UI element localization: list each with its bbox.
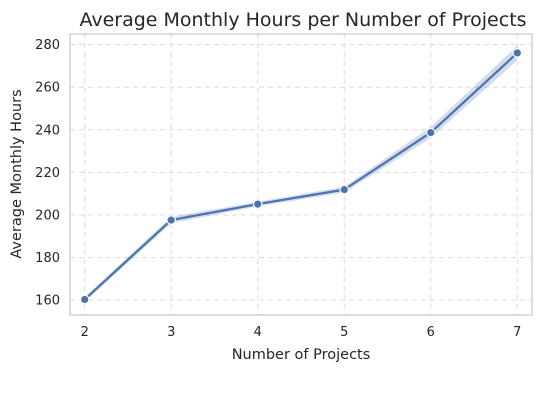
y-tick-label-6: 280 — [35, 38, 60, 53]
data-points — [79, 48, 523, 305]
series-line-layer — [83, 52, 519, 301]
y-tick-labels: 160 180 200 220 240 260 280 — [35, 38, 60, 308]
data-point-1 — [166, 215, 177, 225]
data-point-3 — [339, 184, 350, 195]
x-tick-label-4: 6 — [427, 325, 435, 340]
data-point-5 — [512, 48, 523, 58]
series-line — [83, 52, 519, 301]
plot-frame — [69, 33, 533, 316]
x-tick-label-5: 7 — [513, 325, 521, 340]
x-tick-labels: 2 3 4 5 6 7 — [81, 325, 522, 340]
grid-lines — [70, 34, 532, 315]
x-tick-label-2: 4 — [254, 325, 262, 340]
x-tick-label-3: 5 — [340, 325, 348, 340]
y-tick-label-1: 180 — [35, 251, 60, 266]
data-point-4 — [425, 127, 436, 138]
x-tick-label-0: 2 — [81, 325, 89, 340]
confidence-band — [84, 45, 518, 302]
chart-title: Average Monthly Hours per Number of Proj… — [79, 9, 526, 31]
y-tick-label-0: 160 — [35, 294, 60, 309]
y-tick-label-3: 220 — [35, 166, 60, 181]
confidence-band-layer — [84, 45, 518, 302]
data-point-2 — [252, 199, 263, 209]
x-tick-label-1: 3 — [167, 325, 175, 340]
y-tick-label-2: 200 — [35, 208, 60, 223]
y-axis-label: Average Monthly Hours — [9, 89, 25, 258]
y-tick-label-4: 240 — [35, 123, 60, 138]
y-tick-label-5: 260 — [35, 81, 60, 96]
data-point-0 — [79, 294, 90, 305]
x-axis-label: Number of Projects — [232, 347, 371, 363]
